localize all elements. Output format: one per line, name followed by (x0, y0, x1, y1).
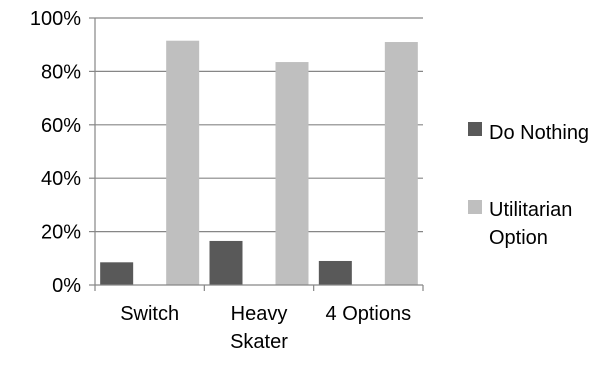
legend-label-line: Utilitarian (489, 199, 572, 221)
legend-label-line: Do Nothing (489, 122, 589, 144)
y-tick-label: 0% (52, 275, 81, 297)
legend-swatch (468, 200, 482, 214)
bar-utilitarian-option (384, 42, 418, 285)
y-tick-label: 100% (30, 8, 81, 30)
bars (100, 40, 418, 286)
y-tick-label: 80% (41, 61, 81, 83)
legend-swatch (468, 122, 482, 136)
bar-do-nothing (209, 240, 243, 285)
bar-utilitarian-option (166, 40, 200, 285)
x-tick-label-line: Switch (120, 303, 179, 325)
x-tick-label-line: Heavy (231, 303, 288, 325)
x-tick-label: 4 Options (326, 303, 412, 325)
legend-label: Do Nothing (489, 122, 589, 144)
legend-label-line: Option (489, 227, 548, 249)
legend: Do Nothing Utilitarian Option (468, 122, 589, 249)
gridlines (95, 17, 423, 233)
tick-labels: 0% 20% 40% 60% 80% 100% Switch Heavy Skater 4 Opt… (30, 8, 411, 353)
x-tick-label: Heavy Skater (230, 303, 288, 353)
x-tick-label-line: 4 Options (326, 303, 412, 325)
bar-do-nothing (318, 260, 352, 285)
y-tick-label: 60% (41, 115, 81, 137)
bar-do-nothing (100, 262, 134, 285)
bar-utilitarian-option (275, 62, 309, 286)
y-tick-label: 40% (41, 168, 81, 190)
y-tick-label: 20% (41, 222, 81, 244)
legend-label: Utilitarian Option (489, 199, 572, 249)
x-tick-label-line: Skater (230, 331, 288, 353)
axes (89, 17, 424, 291)
x-tick-label: Switch (120, 303, 179, 325)
